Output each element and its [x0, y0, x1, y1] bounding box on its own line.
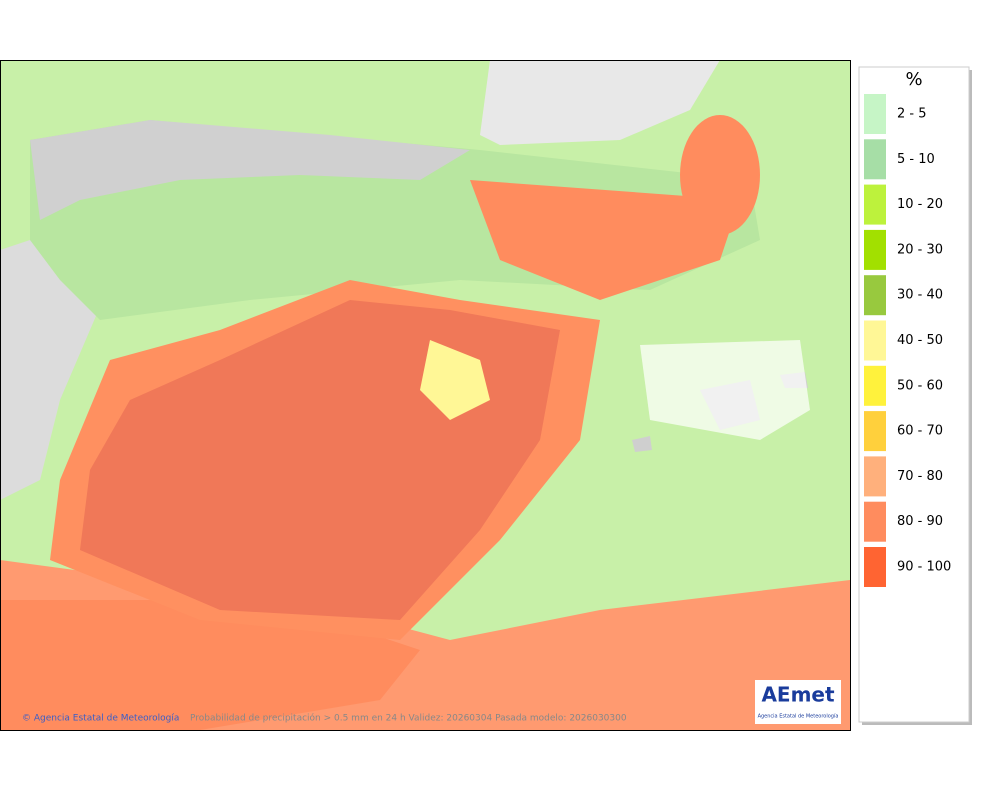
- logo: AEmet: [761, 683, 835, 707]
- legend-swatch: [864, 139, 886, 180]
- legend-swatch: [864, 501, 886, 542]
- legend-label: 10 - 20: [897, 197, 943, 212]
- logo-subtitle: Agencia Estatal de Meteorología: [758, 713, 839, 720]
- legend-swatch: [864, 320, 886, 361]
- legend-swatch: [864, 547, 886, 587]
- credits: © Agencia Estatal de Meteorología: [22, 714, 179, 724]
- caption: Probabilidad de precipitación > 0.5 mm e…: [190, 713, 627, 724]
- france-land: [480, 60, 720, 145]
- legend-label: 2 - 5: [897, 107, 927, 122]
- africa-red: [0, 600, 420, 730]
- legend-label: 20 - 30: [897, 242, 943, 257]
- legend-label: 5 - 10: [897, 152, 935, 167]
- legend-title: %: [905, 69, 922, 90]
- legend-label: 70 - 80: [897, 469, 943, 484]
- legend-label: 60 - 70: [897, 424, 943, 439]
- ibiza: [632, 436, 652, 452]
- map: © Agencia Estatal de Meteorología Probab…: [0, 60, 851, 731]
- legend-label: 50 - 60: [897, 378, 943, 393]
- legend-swatch: [864, 275, 886, 316]
- northeast-red: [470, 180, 740, 300]
- balearic-sea: [640, 340, 810, 440]
- legend-swatch: [864, 411, 886, 452]
- legend-label: 90 - 100: [897, 560, 951, 575]
- legend-swatch: [864, 456, 886, 497]
- france-red: [680, 115, 760, 235]
- legend-swatch: [864, 94, 886, 134]
- legend-label: 80 - 90: [897, 514, 943, 529]
- logo-box: [755, 680, 841, 724]
- north-coast-land: [30, 120, 470, 220]
- legend-swatch: [864, 229, 886, 270]
- legend: % 2 - 5 5 - 10 10 - 20 20 - 30 30 - 40 40 - 5…: [858, 66, 972, 725]
- map-frame: [0, 60, 851, 731]
- legend-label: 30 - 40: [897, 288, 943, 303]
- legend-label: 40 - 50: [897, 333, 943, 348]
- legend-swatch: [864, 184, 886, 225]
- legend-swatch: [864, 365, 886, 406]
- yellow-area: [420, 340, 490, 420]
